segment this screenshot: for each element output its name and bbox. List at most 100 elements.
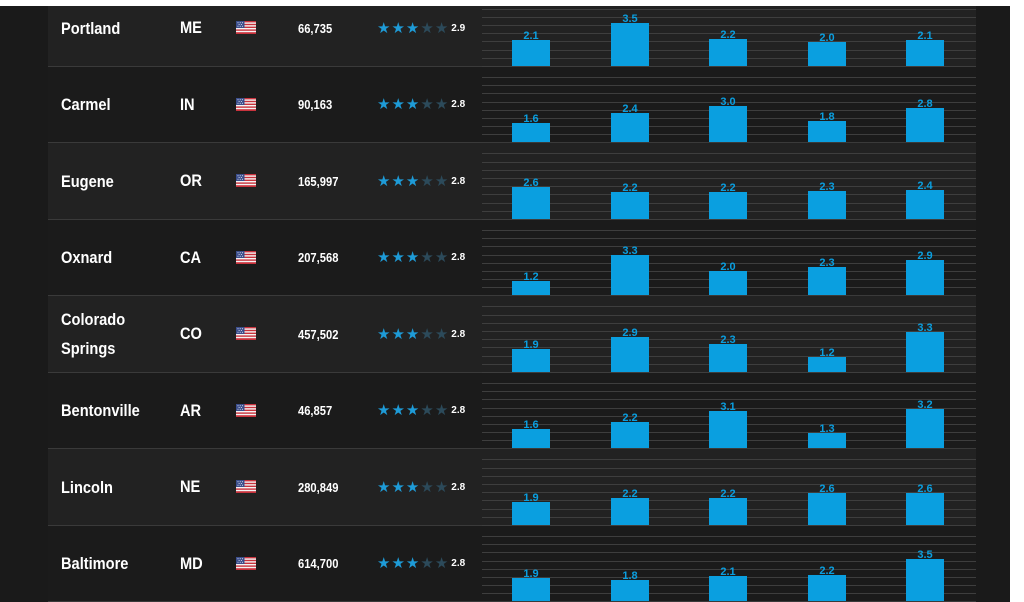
state-code: AR <box>180 400 202 420</box>
score-label: 2.8 <box>917 98 933 111</box>
score-label: 2.1 <box>523 30 539 43</box>
star-rating: ★ ★ ★ ★ ★ <box>377 97 448 112</box>
star-icon: ★ <box>377 95 391 114</box>
chart-gridline <box>482 93 976 95</box>
us-flag-icon <box>236 480 256 493</box>
score-label: 1.2 <box>819 347 835 360</box>
star-rating: ★ ★ ★ ★ ★ <box>377 324 448 343</box>
star-icon: ★ <box>420 401 434 420</box>
table-row[interactable]: Baltimore MD 614,700 ★ ★ ★ ★ ★ 2.8 1.9 1.8 2.1… <box>48 525 976 602</box>
star-icon: ★ <box>391 95 405 114</box>
score-label: 3.3 <box>622 245 638 258</box>
star-icon: ★ <box>377 18 391 37</box>
chart-gridline <box>482 66 976 67</box>
chart-gridline <box>482 399 976 401</box>
score-bar <box>512 578 550 602</box>
chart-gridline <box>482 339 976 341</box>
state-code: NE <box>180 477 201 497</box>
table-row[interactable]: Carmel IN 90,163 ★ ★ ★ ★ ★ 2.8 1.6 2.4 3.0 1.8 2… <box>48 66 976 143</box>
chart-gridline <box>482 382 976 384</box>
state-code: CO <box>180 324 202 344</box>
star-icon: ★ <box>391 171 405 190</box>
score-label: 2.6 <box>917 483 933 496</box>
score-label: 2.2 <box>622 488 638 501</box>
score-bar <box>906 108 944 143</box>
score-label: 2.2 <box>622 411 638 424</box>
score-label: 1.6 <box>523 112 539 125</box>
population: 207,568 <box>298 250 339 266</box>
us-flag-icon <box>236 327 256 340</box>
table-row[interactable]: Oxnard CA 207,568 ★ ★ ★ ★ ★ 2.8 1.2 3.3 2.0 2.3… <box>48 219 976 296</box>
table-row[interactable]: Lincoln NE 280,849 ★ ★ ★ ★ ★ 2.8 1.9 2.2 2.2 2.… <box>48 449 976 526</box>
star-icon: ★ <box>420 477 434 496</box>
population: 457,502 <box>298 326 339 342</box>
star-icon: ★ <box>420 554 434 573</box>
chart-gridline <box>482 8 976 10</box>
star-icon: ★ <box>405 324 420 343</box>
population: 280,849 <box>298 479 339 495</box>
us-flag-icon <box>236 21 256 34</box>
score-bar <box>808 41 846 66</box>
rating-value: 2.9 <box>451 22 466 34</box>
chart-gridline <box>482 391 976 393</box>
score-label: 2.2 <box>720 488 736 501</box>
score-bar <box>906 409 944 449</box>
city-name: Oxnard <box>61 248 113 268</box>
population: 165,997 <box>298 173 339 189</box>
score-bar <box>611 336 649 372</box>
score-bar <box>611 255 649 296</box>
table-row[interactable]: Bentonville AR 46,857 ★ ★ ★ ★ ★ 2.8 1.6 2.2 3.… <box>48 372 976 449</box>
star-rating: ★ ★ ★ ★ ★ <box>377 250 448 265</box>
table-row[interactable]: Eugene OR 165,997 ★ ★ ★ ★ ★ 2.8 2.6 2.2 2.2 2.3… <box>48 143 976 220</box>
score-label: 3.1 <box>720 400 736 413</box>
chart-gridline <box>482 246 976 248</box>
star-icon: ★ <box>377 554 391 573</box>
score-bar <box>808 574 846 602</box>
score-bar <box>906 189 944 219</box>
score-bar <box>512 428 550 449</box>
score-bar <box>709 271 747 296</box>
star-icon: ★ <box>420 18 434 37</box>
score-bar <box>611 23 649 66</box>
score-bar <box>512 501 550 525</box>
score-bar <box>611 192 649 219</box>
chart-gridline <box>482 544 976 546</box>
score-bar <box>906 493 944 525</box>
score-label: 1.9 <box>523 568 539 581</box>
score-label: 2.4 <box>917 179 933 192</box>
score-bar <box>906 558 944 602</box>
star-icon: ★ <box>420 171 434 190</box>
star-icon: ★ <box>405 477 420 496</box>
chart-gridline <box>482 372 976 373</box>
score-bar <box>709 192 747 219</box>
score-label: 2.0 <box>819 31 835 44</box>
state-code: CA <box>180 247 202 267</box>
population: 614,700 <box>298 556 339 572</box>
state-code: MD <box>180 553 203 573</box>
score-label: 1.2 <box>523 270 539 283</box>
chart-gridline <box>482 169 976 171</box>
score-label: 2.6 <box>523 177 539 190</box>
us-flag-icon <box>236 174 256 187</box>
star-rating: ★ ★ ★ ★ ★ <box>377 556 448 571</box>
score-bar <box>709 498 747 525</box>
city-table: Portland ME 66,735 ★ ★ ★ ★ ★ 2.9 2.1 3.5 2.2 2.… <box>48 6 976 602</box>
star-icon: ★ <box>391 477 405 496</box>
chart-gridline <box>482 219 976 220</box>
score-label: 3.0 <box>720 95 736 108</box>
star-icon: ★ <box>434 554 449 573</box>
score-label: 2.4 <box>622 103 638 116</box>
score-bar <box>808 120 846 143</box>
star-icon: ★ <box>391 401 405 420</box>
table-row[interactable]: Colorado Springs CO 457,502 ★ ★ ★ ★ ★ 2.8 1.… <box>48 296 976 373</box>
star-icon: ★ <box>377 401 391 420</box>
score-label: 1.6 <box>523 418 539 431</box>
score-label: 3.5 <box>917 548 933 561</box>
star-icon: ★ <box>405 171 420 190</box>
score-bar-chart: 1.9 2.9 2.3 1.2 3.3 <box>482 296 976 373</box>
chart-gridline <box>482 262 976 264</box>
us-flag-icon <box>236 403 256 417</box>
chart-gridline <box>482 16 976 18</box>
table-row[interactable]: Portland ME 66,735 ★ ★ ★ ★ ★ 2.9 2.1 3.5 2.2 2.… <box>48 6 976 67</box>
